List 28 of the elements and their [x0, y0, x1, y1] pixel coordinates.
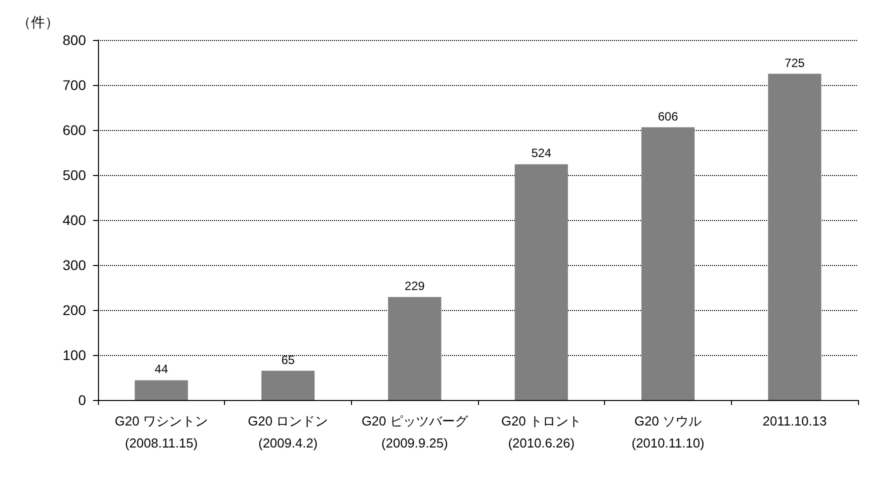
- data-label: 229: [404, 278, 425, 293]
- y-tick-label: 100: [62, 347, 86, 363]
- x-tick-label: G20 ロンドン (2009.4.2): [248, 414, 328, 450]
- data-label: 606: [658, 109, 678, 124]
- data-label: 65: [281, 352, 295, 367]
- y-tick-label: 600: [62, 122, 86, 138]
- x-tick-label: G20 ソウル (2010.11.10): [632, 414, 704, 450]
- x-tick-label: G20 ワシントン (2008.11.15): [114, 414, 208, 450]
- x-tick-label: G20 トロント (2010.6.26): [501, 414, 582, 450]
- y-tick-label: 200: [62, 302, 86, 318]
- y-axis-title: （件）: [17, 14, 59, 30]
- data-label: 725: [784, 56, 805, 70]
- bar: [641, 127, 695, 400]
- bar: [134, 380, 188, 400]
- y-tick-label: 500: [62, 167, 86, 183]
- data-label: 524: [531, 146, 552, 160]
- data-label: 44: [154, 362, 168, 376]
- x-tick-label: 2011.10.13: [762, 414, 827, 428]
- bar: [768, 74, 822, 400]
- bar: [514, 164, 568, 400]
- bar: [261, 370, 315, 400]
- x-tick-label: G20 ピッツバーグ (2009.9.25): [362, 414, 469, 450]
- y-tick-label: 0: [78, 392, 86, 408]
- y-tick-label: 800: [62, 32, 86, 48]
- y-tick-label: 700: [62, 77, 86, 93]
- bar: [388, 296, 442, 400]
- y-tick-label: 400: [62, 212, 86, 228]
- y-tick-label: 300: [62, 257, 86, 273]
